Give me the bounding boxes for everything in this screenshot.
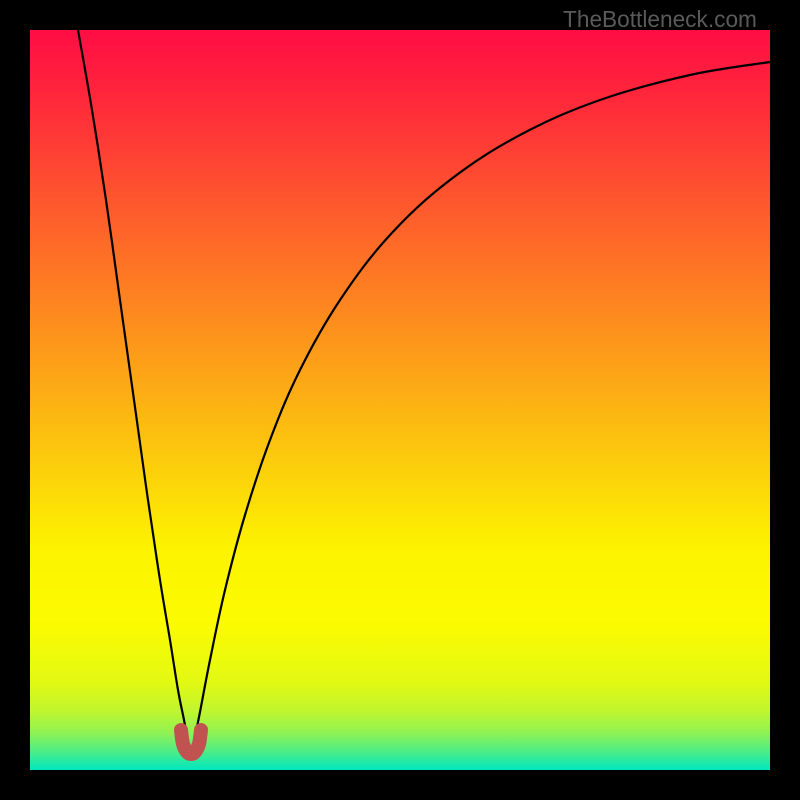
plot-background (30, 30, 770, 770)
chart-canvas: TheBottleneck.com (0, 0, 800, 800)
frame-border-bottom (0, 770, 800, 800)
frame-border-right (770, 0, 800, 800)
chart-svg (0, 0, 800, 800)
watermark-text: TheBottleneck.com (563, 6, 757, 33)
frame-border-left (0, 0, 30, 800)
